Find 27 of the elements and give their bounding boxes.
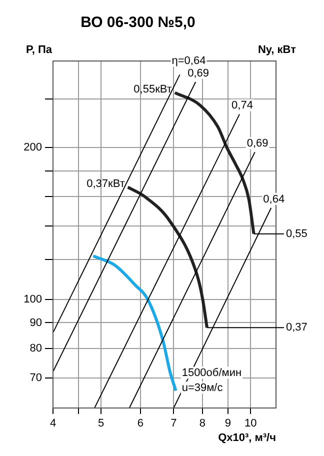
series-label: 0,74: [232, 100, 253, 112]
series-label: 0,37кВт: [86, 178, 125, 190]
y-tick-label: 100: [24, 294, 42, 306]
annotation: 0,55: [286, 228, 308, 240]
annotation: 1500об/мин: [182, 366, 242, 379]
x-tick-label: 7: [170, 418, 177, 430]
series-label: 0,55кВт: [134, 84, 172, 96]
y-axis-title: P, Па: [26, 44, 53, 56]
series-label: 0,64: [263, 193, 285, 206]
series-label: η=0,64: [172, 55, 206, 68]
chart-title: ВО 06-300 №5,0: [80, 14, 196, 32]
x-tick-label: 9: [224, 418, 231, 430]
x-axis-title: Qx10³, м³/ч: [218, 432, 276, 444]
x-tick-label: 10: [244, 418, 257, 430]
x-tick-label: 6: [137, 418, 144, 430]
y2-axis-title: Ny, кВт: [258, 44, 297, 56]
annotation: u=39м/с: [182, 382, 224, 394]
series-label: 0,69: [188, 67, 210, 80]
y-tick-label: 90: [30, 316, 42, 329]
y-tick-label: 200: [24, 142, 42, 154]
y-tick-label: 70: [30, 372, 42, 384]
series-label: 0,69: [246, 138, 268, 150]
x-tick-label: 5: [98, 418, 104, 430]
y-tick-label: 80: [30, 342, 42, 355]
x-tick-label: 8: [199, 418, 206, 430]
annotation: 0,37: [286, 322, 308, 334]
x-tick-label: 4: [50, 418, 56, 430]
